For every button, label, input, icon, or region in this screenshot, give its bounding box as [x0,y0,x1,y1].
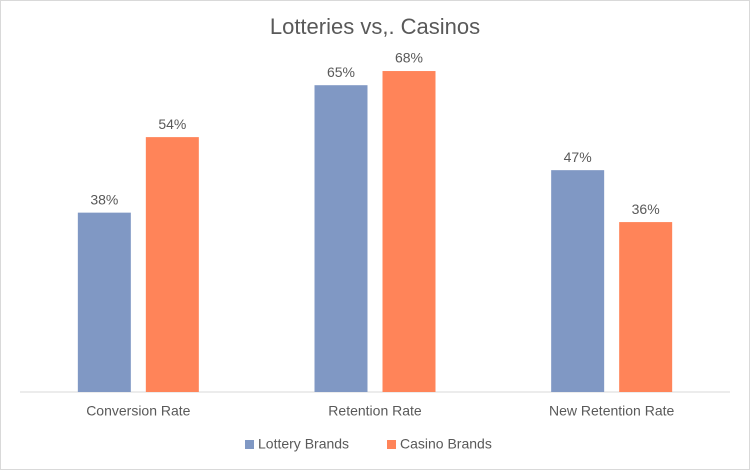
x-tick-label: New Retention Rate [549,403,675,419]
value-label: 65% [327,64,355,80]
value-label: 47% [564,149,592,165]
legend-label: Lottery Brands [258,436,349,452]
value-label: 38% [90,191,118,207]
bar [145,137,199,392]
value-label: 36% [632,201,660,217]
legend-swatch [245,440,254,449]
x-tick-label: Conversion Rate [86,403,190,419]
value-label: 54% [158,116,186,132]
value-label: 68% [395,50,423,66]
bar [314,85,368,392]
bar [619,222,673,392]
bar [551,170,605,392]
x-tick-label: Retention Rate [328,403,422,419]
bar [382,71,436,392]
legend-label: Casino Brands [400,436,492,452]
legend-swatch [387,440,396,449]
bar [77,212,131,392]
chart-title: Lotteries vs,. Casinos [270,14,480,39]
